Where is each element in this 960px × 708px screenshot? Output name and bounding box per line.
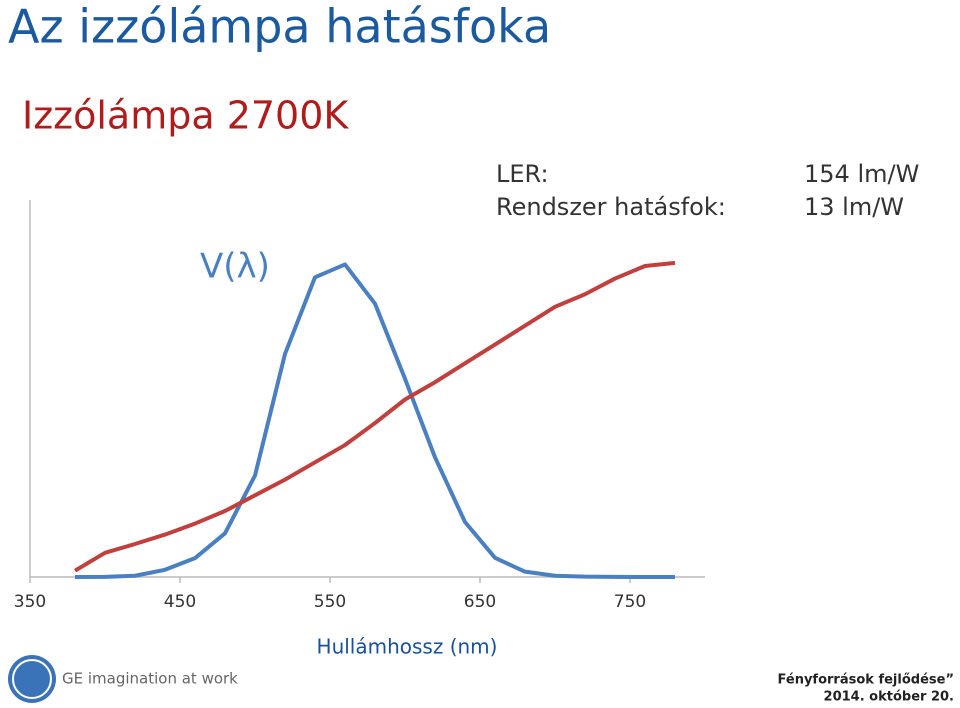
x-tick-label: 750	[614, 592, 646, 612]
x-tick-label: 350	[14, 592, 46, 612]
footer-event: Fényforrások fejlődése”	[778, 673, 954, 688]
series-line	[73, 260, 676, 573]
annotation-label: LER:	[496, 160, 549, 188]
logo-circle	[8, 655, 56, 703]
ge-logo	[8, 655, 56, 703]
x-tick-label: 550	[314, 592, 346, 612]
slide-subtitle: Izzólámpa 2700K	[22, 94, 349, 138]
x-tick-label: 650	[464, 592, 496, 612]
footer-date: 2014. október 20.	[824, 690, 954, 705]
x-tick-label: 450	[164, 592, 196, 612]
annotation-value: 13 lm/W	[804, 193, 904, 221]
series-line	[74, 262, 676, 579]
logo-ring	[12, 659, 52, 699]
annotation-label: Rendszer hatásfok:	[496, 193, 726, 221]
annotation-value: 154 lm/W	[804, 160, 919, 188]
series-label: V(λ)	[200, 247, 270, 287]
x-axis-label: Hullámhossz (nm)	[317, 635, 498, 659]
slide-title: Az izzólámpa hatásfoka	[8, 0, 551, 54]
brand: GE imagination at work	[62, 670, 238, 688]
